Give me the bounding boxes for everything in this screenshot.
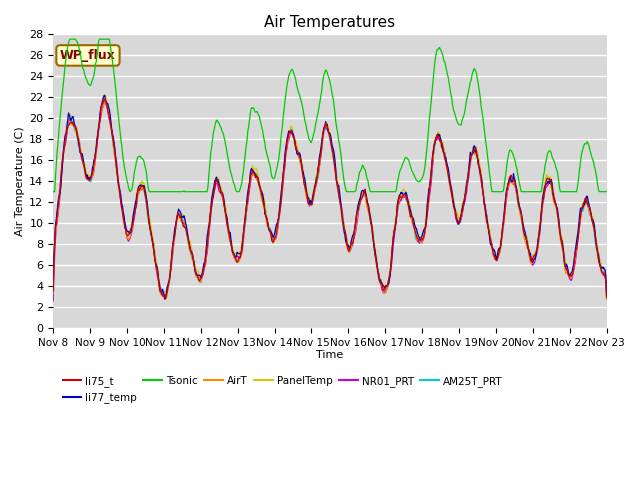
Y-axis label: Air Temperature (C): Air Temperature (C) (15, 126, 25, 236)
Title: Air Temperatures: Air Temperatures (264, 15, 396, 30)
Text: WP_flux: WP_flux (60, 49, 116, 62)
X-axis label: Time: Time (316, 349, 344, 360)
Legend: li75_t, li77_temp, Tsonic, AirT, PanelTemp, NR01_PRT, AM25T_PRT: li75_t, li77_temp, Tsonic, AirT, PanelTe… (58, 372, 507, 407)
